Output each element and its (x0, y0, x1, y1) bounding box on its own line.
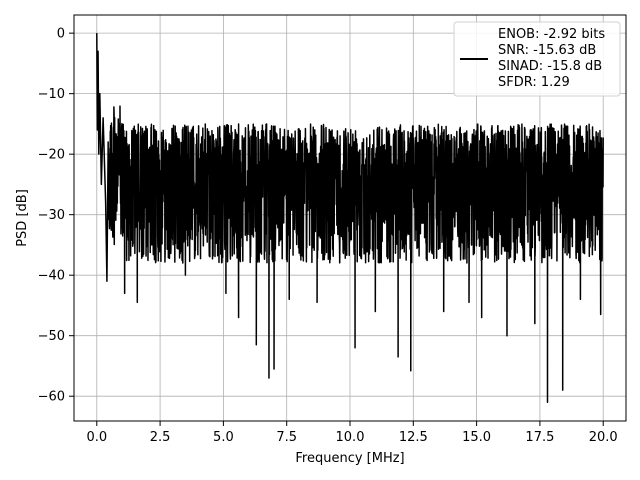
x-tick-label: 2.5 (150, 430, 171, 445)
y-tick-label: −30 (38, 208, 65, 223)
x-tick-label: 12.5 (399, 430, 428, 445)
y-tick-label: −50 (38, 329, 65, 344)
x-tick-label: 10.0 (336, 430, 365, 445)
legend-box (453, 21, 621, 97)
series-layer (96, 33, 604, 403)
x-tick-label: 17.5 (525, 430, 554, 445)
legend-entry-sinad: SINAD: -15.8 dB (498, 59, 602, 74)
x-tick-label: 20.0 (589, 430, 618, 445)
y-axis-label: PSD [dB] (15, 189, 30, 247)
y-tick-label: −20 (38, 148, 65, 163)
x-tick-label: 7.5 (276, 430, 297, 445)
y-tick-label: −60 (38, 390, 65, 405)
x-tick-label: 5.0 (213, 430, 234, 445)
legend-entry-enob: ENOB: -2.92 bits (498, 27, 605, 42)
y-tick-label: 0 (57, 27, 65, 42)
legend-entry-snr: SNR: -15.63 dB (498, 43, 596, 58)
psd-series-line (96, 33, 604, 403)
y-tick-label: −40 (38, 269, 65, 284)
x-tick-label: 15.0 (462, 430, 491, 445)
legend: ENOB: -2.92 bits SNR: -15.63 dB SINAD: -… (453, 21, 621, 97)
x-tick-label: 0.0 (86, 430, 107, 445)
y-axis-ticks: 0 −10 −20 −30 −40 −50 −60 (38, 27, 74, 405)
legend-entry-sfdr: SFDR: 1.29 (498, 75, 570, 90)
x-axis-ticks: 0.0 2.5 5.0 7.5 10.0 12.5 15.0 17.5 20.0 (86, 421, 618, 445)
x-axis-label: Frequency [MHz] (295, 451, 404, 466)
y-tick-label: −10 (38, 87, 65, 102)
